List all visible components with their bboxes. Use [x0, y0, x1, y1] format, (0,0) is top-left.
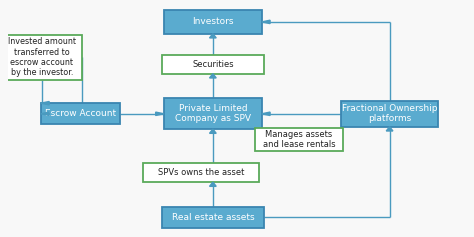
Polygon shape	[41, 101, 49, 105]
Polygon shape	[386, 127, 393, 131]
Polygon shape	[210, 74, 216, 78]
Polygon shape	[210, 182, 216, 186]
Polygon shape	[262, 112, 270, 115]
FancyBboxPatch shape	[162, 55, 264, 74]
FancyBboxPatch shape	[164, 10, 262, 34]
Text: Real estate assets: Real estate assets	[172, 213, 254, 222]
FancyBboxPatch shape	[164, 98, 262, 129]
Polygon shape	[210, 129, 216, 133]
FancyBboxPatch shape	[1, 35, 82, 80]
Text: Fractional Ownership
platforms: Fractional Ownership platforms	[342, 104, 438, 123]
Polygon shape	[155, 112, 164, 115]
FancyBboxPatch shape	[162, 207, 264, 228]
FancyBboxPatch shape	[341, 101, 438, 127]
FancyBboxPatch shape	[41, 103, 120, 124]
FancyBboxPatch shape	[255, 128, 343, 151]
Text: Private Limited
Company as SPV: Private Limited Company as SPV	[175, 104, 251, 123]
Polygon shape	[210, 34, 216, 38]
Text: Investors: Investors	[192, 17, 234, 26]
Text: Invested amount
transferred to
escrow account
by the investor.: Invested amount transferred to escrow ac…	[8, 37, 76, 77]
Polygon shape	[262, 20, 270, 24]
Text: Escrow Account: Escrow Account	[45, 109, 116, 118]
Text: Manages assets
and lease rentals: Manages assets and lease rentals	[263, 130, 335, 149]
FancyBboxPatch shape	[143, 163, 259, 182]
Text: Securities: Securities	[192, 60, 234, 69]
Text: SPVs owns the asset: SPVs owns the asset	[158, 168, 245, 177]
Polygon shape	[41, 112, 49, 115]
